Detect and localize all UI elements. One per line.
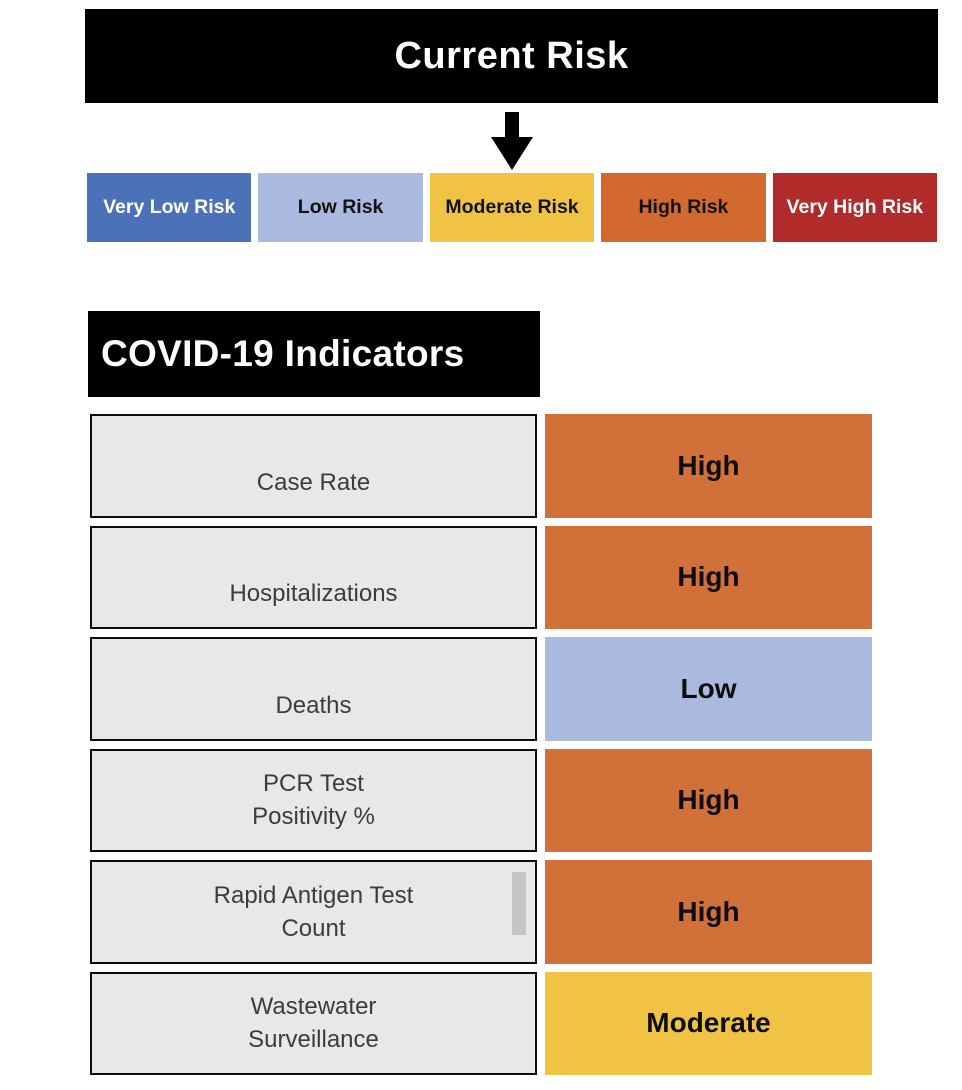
indicator-value-deaths: Low	[545, 637, 872, 741]
current-risk-header: Current Risk	[85, 9, 938, 103]
scrollbar-thumb[interactable]	[512, 872, 526, 935]
indicator-label-text: Case Rate	[256, 468, 371, 496]
indicator-label-deaths: Deaths	[90, 637, 537, 741]
current-risk-pointer	[488, 112, 536, 170]
indicator-value-pcr-test-positivity: High	[545, 748, 872, 852]
risk-level-very-high: Very High Risk	[772, 173, 938, 242]
indicator-label-pcr-test-positivity: PCR Test Positivity %	[90, 748, 537, 852]
indicator-value-case-rate: High	[545, 414, 872, 518]
indicator-row-case-rate: Case Rate High	[90, 414, 872, 518]
indicators-header: COVID-19 Indicators	[88, 311, 540, 397]
indicator-value-text: High	[677, 784, 740, 816]
risk-level-label: Very Low Risk	[103, 196, 236, 218]
indicator-label-case-rate: Case Rate	[90, 414, 537, 518]
indicator-row-wastewater-surveillance: Wastewater Surveillance Moderate	[90, 971, 872, 1075]
indicator-row-hospitalizations: Hospitalizations High	[90, 525, 872, 629]
down-arrow-icon	[491, 112, 533, 170]
risk-level-very-low: Very Low Risk	[87, 173, 252, 242]
indicator-label-hospitalizations: Hospitalizations	[90, 525, 537, 629]
indicator-row-pcr-test-positivity: PCR Test Positivity % High	[90, 748, 872, 852]
indicator-label-text: PCR Test	[263, 770, 364, 798]
indicators-title: COVID-19 Indicators	[101, 333, 465, 374]
indicator-value-rapid-antigen-test-count: High	[545, 860, 872, 964]
current-risk-title: Current Risk	[394, 34, 629, 77]
indicator-row-deaths: Deaths Low	[90, 637, 872, 741]
indicator-value-text: Low	[680, 672, 737, 704]
risk-level-low: Low Risk	[258, 173, 423, 242]
indicator-label-text: Positivity %	[252, 803, 375, 831]
indicator-value-wastewater-surveillance: Moderate	[545, 971, 872, 1075]
indicator-label-text: Surveillance	[248, 1026, 379, 1054]
indicator-value-text: High	[677, 561, 740, 593]
indicator-value-text: High	[677, 449, 740, 481]
indicator-label-text: Deaths	[275, 691, 352, 719]
indicator-label-text: Rapid Antigen Test	[213, 881, 414, 909]
indicators-table: Case Rate High Hospitalizations High Dea…	[90, 414, 872, 1075]
indicator-label-text: Hospitalizations	[229, 580, 398, 608]
risk-level-high: High Risk	[601, 173, 766, 242]
indicator-label-wastewater-surveillance: Wastewater Surveillance	[90, 971, 537, 1075]
indicator-label-text: Count	[281, 914, 346, 942]
risk-level-moderate: Moderate Risk	[429, 173, 595, 242]
indicator-row-rapid-antigen-test-count: Rapid Antigen Test Count High	[90, 860, 872, 964]
risk-level-label: High Risk	[638, 196, 729, 218]
indicator-value-text: High	[677, 895, 740, 927]
risk-level-label: Very High Risk	[786, 196, 924, 218]
risk-level-label: Low Risk	[297, 196, 384, 218]
indicator-value-text: Moderate	[646, 1007, 771, 1039]
indicator-label-rapid-antigen-test-count: Rapid Antigen Test Count	[90, 860, 537, 964]
risk-level-label: Moderate Risk	[445, 196, 579, 218]
indicator-label-text: Wastewater	[250, 993, 377, 1021]
risk-scale: Very Low Risk Low Risk Moderate Risk Hig…	[87, 173, 938, 242]
indicator-value-hospitalizations: High	[545, 525, 872, 629]
